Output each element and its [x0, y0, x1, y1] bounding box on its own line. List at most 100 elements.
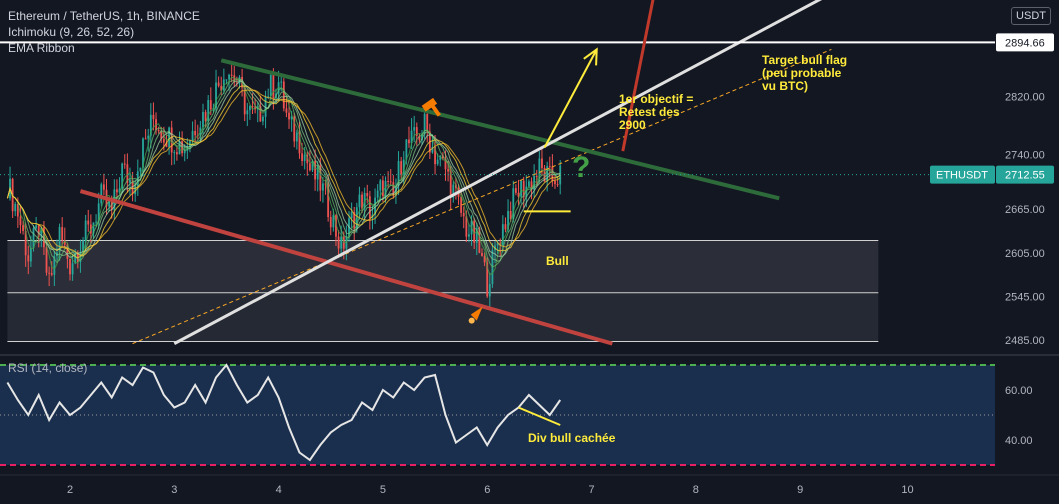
- candle-body[interactable]: [126, 164, 129, 183]
- candle-body[interactable]: [301, 153, 303, 162]
- candle-body[interactable]: [267, 96, 270, 98]
- candle-body[interactable]: [415, 127, 418, 136]
- candle-body[interactable]: [288, 112, 290, 120]
- ema-ribbon-indicator-label[interactable]: EMA Ribbon: [8, 41, 75, 55]
- candle-body[interactable]: [48, 272, 51, 274]
- candle-body[interactable]: [452, 184, 455, 198]
- candle-body[interactable]: [189, 140, 191, 148]
- candle-body[interactable]: [512, 188, 515, 220]
- candle-body[interactable]: [95, 221, 97, 223]
- candle-body[interactable]: [71, 263, 74, 275]
- candle-body[interactable]: [45, 247, 48, 273]
- candle-body[interactable]: [522, 180, 525, 198]
- price-axis-panel[interactable]: [995, 0, 1059, 504]
- trendline-green-flag-top[interactable]: [220, 58, 780, 201]
- candle-body[interactable]: [426, 113, 429, 132]
- candle-body[interactable]: [350, 212, 353, 219]
- candle-body[interactable]: [538, 158, 541, 177]
- candle-body[interactable]: [319, 165, 322, 191]
- candle-body[interactable]: [366, 193, 369, 197]
- candle-body[interactable]: [481, 252, 483, 257]
- candle-body[interactable]: [322, 183, 324, 191]
- candle-body[interactable]: [473, 220, 476, 243]
- candle-body[interactable]: [324, 183, 327, 185]
- candle-body[interactable]: [50, 273, 53, 275]
- candle-body[interactable]: [209, 100, 212, 110]
- candle-body[interactable]: [202, 112, 204, 128]
- candle-body[interactable]: [272, 74, 275, 98]
- candle-body[interactable]: [92, 222, 95, 234]
- candle-body[interactable]: [444, 158, 447, 170]
- candle-body[interactable]: [408, 139, 410, 144]
- candle-body[interactable]: [314, 160, 317, 180]
- candle-body[interactable]: [160, 131, 163, 139]
- objectif-arrow-shaft[interactable]: [543, 48, 598, 148]
- candle-body[interactable]: [488, 284, 491, 297]
- candle-body[interactable]: [82, 240, 84, 252]
- candle-body[interactable]: [316, 165, 319, 180]
- candle-body[interactable]: [303, 154, 306, 162]
- candle-body[interactable]: [486, 262, 489, 297]
- candle-body[interactable]: [468, 234, 470, 237]
- candle-body[interactable]: [541, 158, 543, 168]
- candle-body[interactable]: [251, 106, 254, 108]
- trendline-red-flag-bottom[interactable]: [79, 189, 613, 346]
- ema-ribbon-line[interactable]: [6, 79, 561, 262]
- candle-body[interactable]: [405, 139, 408, 160]
- candle-body[interactable]: [290, 116, 293, 120]
- candle-body[interactable]: [556, 184, 559, 186]
- candle-body[interactable]: [24, 230, 27, 256]
- candle-body[interactable]: [402, 159, 405, 175]
- candle-body[interactable]: [235, 82, 238, 84]
- candle-body[interactable]: [207, 100, 210, 122]
- candle-body[interactable]: [548, 166, 551, 168]
- candle-body[interactable]: [69, 258, 71, 275]
- ema-ribbon-line[interactable]: [6, 89, 561, 257]
- candle-body[interactable]: [53, 255, 56, 275]
- candle-body[interactable]: [22, 225, 24, 231]
- candle-body[interactable]: [144, 138, 147, 140]
- candle-body[interactable]: [43, 227, 45, 248]
- candle-body[interactable]: [554, 181, 556, 185]
- candle-body[interactable]: [19, 216, 22, 226]
- candle-body[interactable]: [381, 180, 384, 196]
- candle-body[interactable]: [460, 196, 463, 213]
- candle-body[interactable]: [410, 130, 413, 144]
- current-price-tag[interactable]: [996, 165, 1054, 184]
- candle-body[interactable]: [514, 188, 517, 193]
- rsi-indicator-label[interactable]: RSI (14, close): [8, 361, 88, 375]
- candle-body[interactable]: [152, 114, 155, 120]
- candle-body[interactable]: [295, 132, 298, 142]
- candle-body[interactable]: [37, 225, 40, 237]
- candle-body[interactable]: [84, 220, 87, 241]
- candle-body[interactable]: [280, 81, 283, 83]
- candle-body[interactable]: [157, 130, 160, 132]
- candle-body[interactable]: [35, 225, 38, 229]
- candle-body[interactable]: [530, 181, 533, 190]
- candle-body[interactable]: [332, 215, 335, 228]
- candle-body[interactable]: [384, 180, 387, 196]
- candle-body[interactable]: [108, 201, 111, 207]
- candle-body[interactable]: [191, 130, 194, 141]
- candle-body[interactable]: [165, 142, 168, 147]
- symbol-price-tag[interactable]: [930, 165, 995, 184]
- target-arrow-shaft[interactable]: [621, 0, 675, 152]
- candle-body[interactable]: [61, 227, 64, 241]
- candle-body[interactable]: [535, 175, 538, 177]
- candle-body[interactable]: [376, 190, 379, 198]
- candle-body[interactable]: [168, 127, 170, 147]
- trendline-orange-dashed[interactable]: [132, 48, 832, 345]
- candle-body[interactable]: [423, 113, 426, 135]
- candle-body[interactable]: [27, 255, 30, 262]
- candle-body[interactable]: [116, 189, 118, 193]
- candle-body[interactable]: [361, 194, 363, 209]
- rsi-divergence-line[interactable]: [518, 406, 561, 426]
- candle-body[interactable]: [147, 135, 150, 139]
- candle-body[interactable]: [97, 203, 100, 222]
- candle-body[interactable]: [431, 147, 434, 153]
- candle-body[interactable]: [504, 224, 507, 230]
- candle-body[interactable]: [335, 215, 337, 237]
- candle-body[interactable]: [217, 82, 220, 86]
- candle-body[interactable]: [311, 160, 314, 171]
